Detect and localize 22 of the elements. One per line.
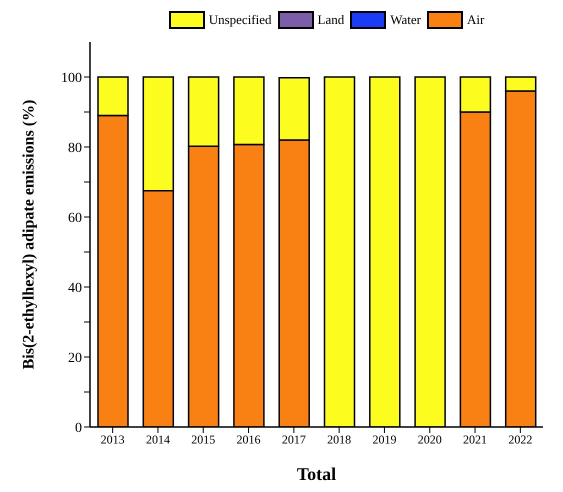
legend-label: Air: [466, 12, 484, 28]
x-tick-label: 2017: [282, 432, 306, 447]
y-tick-label: 0: [75, 420, 82, 436]
x-tick-label: 2015: [191, 432, 216, 447]
y-tick-label: 20: [68, 350, 82, 366]
x-tick-label: 2014: [146, 432, 170, 447]
y-axis-title: Bis(2-ethylhexyl) adipate emissions (%): [20, 100, 38, 370]
x-tick-label: 2022: [508, 432, 532, 447]
legend-label: Unspecified: [208, 12, 272, 28]
x-tick-label: 2016: [236, 432, 261, 447]
x-axis-title: Total: [296, 464, 336, 484]
y-tick-label: 60: [68, 210, 82, 226]
y-tick-label: 80: [68, 140, 82, 156]
y-tick-label: 100: [61, 70, 82, 86]
legend-label: Land: [318, 12, 344, 28]
x-tick-label: 2013: [100, 432, 125, 447]
x-tick-label: 2019: [372, 432, 396, 447]
x-tick-label: 2018: [327, 432, 352, 447]
legend-label: Water: [390, 12, 421, 28]
x-tick-label: 2020: [418, 432, 442, 447]
y-tick-label: 40: [68, 280, 82, 296]
x-tick-label: 2021: [463, 432, 488, 447]
